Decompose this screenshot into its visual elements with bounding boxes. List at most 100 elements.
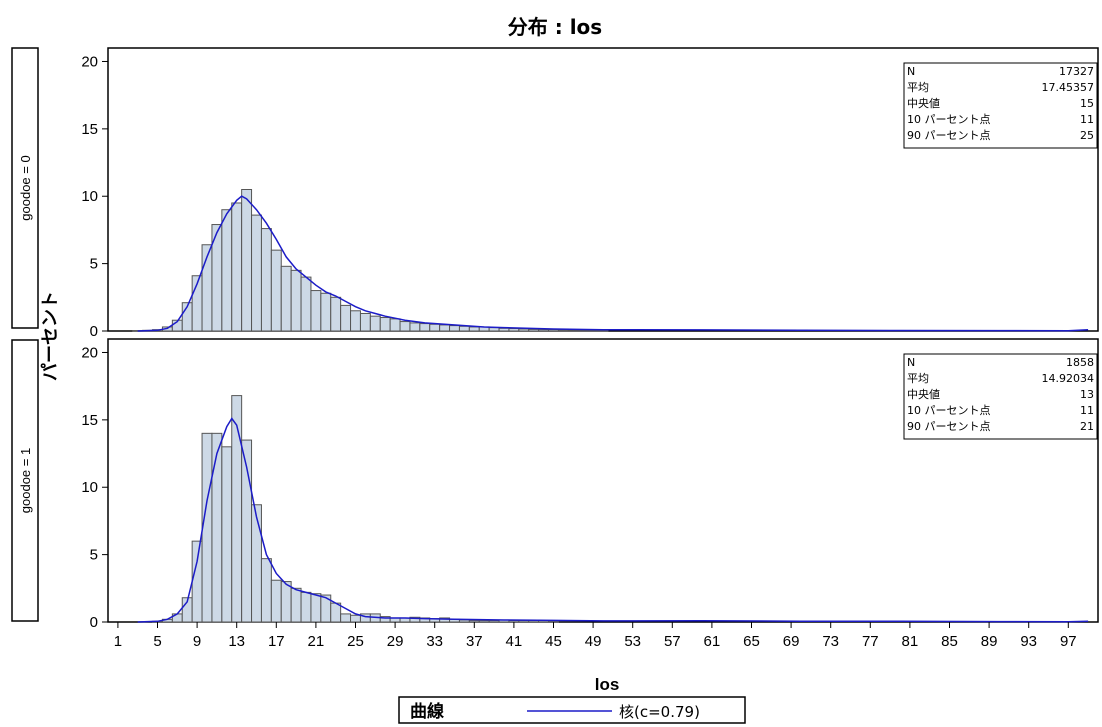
histogram-bar (409, 322, 421, 332)
x-tick-label: 69 (783, 633, 800, 650)
stats-label: 10 パーセント点 (907, 404, 991, 417)
x-tick-label: 29 (387, 633, 404, 650)
panel-label: goodoe = 0 (18, 155, 33, 220)
histogram-bar (528, 328, 540, 332)
histogram-bar (567, 329, 579, 332)
y-tick-label: 0 (90, 323, 98, 340)
histogram-bar (429, 323, 441, 332)
histogram-bar (221, 209, 233, 332)
histogram-bar (350, 310, 361, 332)
kernel-curve (137, 417, 1089, 623)
stats-label: 中央値 (907, 388, 940, 401)
stats-value: 11 (1080, 113, 1094, 126)
y-tick-label: 15 (81, 412, 98, 429)
histogram-bar (439, 324, 451, 332)
x-tick-label: 21 (308, 633, 325, 650)
x-tick-label: 53 (624, 633, 641, 650)
y-tick-label: 10 (81, 479, 98, 496)
legend-title: 曲線 (410, 701, 444, 722)
histogram-bar (359, 312, 371, 332)
histogram-bar (260, 558, 272, 623)
histogram-bar (379, 317, 391, 332)
x-tick-label: 17 (268, 633, 285, 650)
x-tick-label: 81 (902, 633, 919, 650)
y-tick-label: 5 (90, 547, 98, 564)
stats-label: 平均 (907, 372, 929, 385)
stats-label: N (907, 65, 915, 78)
histogram-bar (478, 620, 490, 623)
histogram-bar (369, 315, 381, 332)
histogram-bar (290, 587, 302, 623)
stats-value: 1858 (1066, 356, 1094, 369)
histogram-bar (280, 265, 292, 332)
x-tick-label: 57 (664, 633, 681, 650)
stats-value: 25 (1080, 129, 1094, 142)
x-tick-label: 9 (193, 633, 201, 650)
y-axis-label: パーセント (40, 291, 61, 381)
histogram-bar (211, 432, 223, 623)
x-tick-label: 77 (862, 633, 879, 650)
stats-label: 90 パーセント点 (907, 129, 991, 142)
panel-strip (11, 339, 39, 622)
histogram-bar (300, 591, 312, 623)
x-tick-label: 45 (545, 633, 562, 650)
stats-value: 17.45357 (1042, 81, 1095, 94)
x-axis-label: los (595, 675, 620, 694)
x-tick-label: 25 (347, 633, 364, 650)
histogram-bar (419, 323, 431, 332)
x-tick-label: 73 (822, 633, 839, 650)
histogram-bar (300, 276, 312, 332)
histogram-bar (231, 202, 243, 332)
x-tick-label: 61 (704, 633, 721, 650)
y-tick-label: 10 (81, 188, 98, 205)
histogram-bar (538, 329, 550, 332)
panel-label: goodoe = 1 (18, 448, 33, 513)
stats-label: 90 パーセント点 (907, 420, 991, 433)
histogram-bar (320, 292, 332, 332)
histogram-bar (548, 329, 559, 332)
y-tick-label: 15 (81, 121, 98, 138)
x-tick-label: 89 (981, 633, 998, 650)
x-tick-label: 85 (941, 633, 958, 650)
x-tick-label: 93 (1020, 633, 1037, 650)
histogram-bar (508, 328, 520, 332)
histogram-bar (251, 504, 262, 623)
histogram-bar (458, 325, 470, 332)
stats-inset (903, 62, 1098, 149)
chart-title: 分布 : los (508, 15, 602, 39)
x-tick-label: 5 (153, 633, 161, 650)
histogram-bar (340, 613, 352, 623)
x-tick-label: 97 (1060, 633, 1077, 650)
histogram-bar (310, 593, 322, 623)
stats-label: 10 パーセント点 (907, 113, 991, 126)
stats-value: 13 (1080, 388, 1094, 401)
stats-label: 平均 (907, 81, 929, 94)
x-tick-label: 49 (585, 633, 602, 650)
x-tick-label: 37 (466, 633, 483, 650)
stats-value: 15 (1080, 97, 1094, 110)
histogram-bar (350, 614, 361, 623)
histogram-bar (270, 579, 282, 623)
histogram-bar (201, 432, 213, 623)
histogram-bar (221, 446, 233, 623)
histogram-bar (290, 269, 302, 332)
histogram-bar (310, 290, 322, 332)
x-tick-label: 1 (114, 633, 122, 650)
y-tick-label: 0 (90, 614, 98, 631)
histogram-bar (330, 602, 342, 623)
stats-label: N (907, 356, 915, 369)
kernel-curve (137, 195, 1089, 332)
stats-value: 21 (1080, 420, 1094, 433)
histogram-bar (468, 620, 480, 623)
histogram-bar (231, 395, 243, 623)
stats-value: 11 (1080, 404, 1094, 417)
x-axis-ticks: 1 5 9 13 17 21 25 29 33 37 41 45 49 53 57 61 65 69 73 77 81 8… (114, 622, 1077, 650)
y-tick-label: 20 (81, 344, 98, 361)
histogram-bar (399, 321, 411, 332)
histogram-bar (488, 620, 500, 623)
histogram-bar (458, 619, 470, 623)
histogram-bar (251, 214, 262, 332)
legend-box (398, 696, 746, 724)
